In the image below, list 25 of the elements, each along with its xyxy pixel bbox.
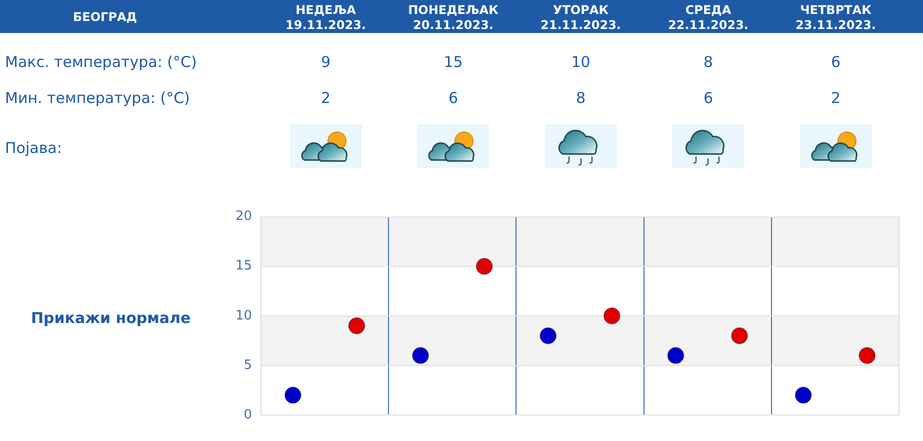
- text: ПОНЕДЕЉАК 20.11.2023.: [407, 3, 500, 33]
- text: Појава:: [5, 139, 62, 157]
- data-label: 15: [442, 53, 464, 71]
- data-label: 6: [830, 53, 842, 71]
- y-tick-label: 15: [235, 258, 252, 274]
- text: СРЕДА 22.11.2023.: [667, 3, 750, 33]
- text: Мин. температура: (°C): [5, 89, 190, 107]
- y-tick-label: 20: [235, 209, 252, 224]
- data-label: 6: [702, 89, 714, 107]
- y-tick-label: 5: [244, 358, 252, 373]
- text: Прикажи нормале: [31, 309, 191, 327]
- text: БЕОГРАД: [72, 10, 138, 25]
- data-label: 6: [447, 89, 460, 107]
- text: УТОРАК 21.11.2023.: [540, 3, 622, 33]
- data-label: 2: [320, 89, 332, 107]
- data-label: 10: [570, 53, 592, 71]
- text: ЧЕТВРТАК 23.11.2023.: [794, 3, 877, 33]
- y-tick-label: 0: [244, 407, 252, 422]
- data-label: 9: [320, 53, 332, 71]
- text: НЕДЕЉА 19.11.2023.: [284, 3, 367, 33]
- data-label: 8: [574, 89, 587, 107]
- y-tick-label: 10: [235, 308, 252, 324]
- text: Макс. температура: (°C): [5, 53, 197, 71]
- data-label: 8: [702, 53, 714, 71]
- data-label: 2: [830, 89, 842, 107]
